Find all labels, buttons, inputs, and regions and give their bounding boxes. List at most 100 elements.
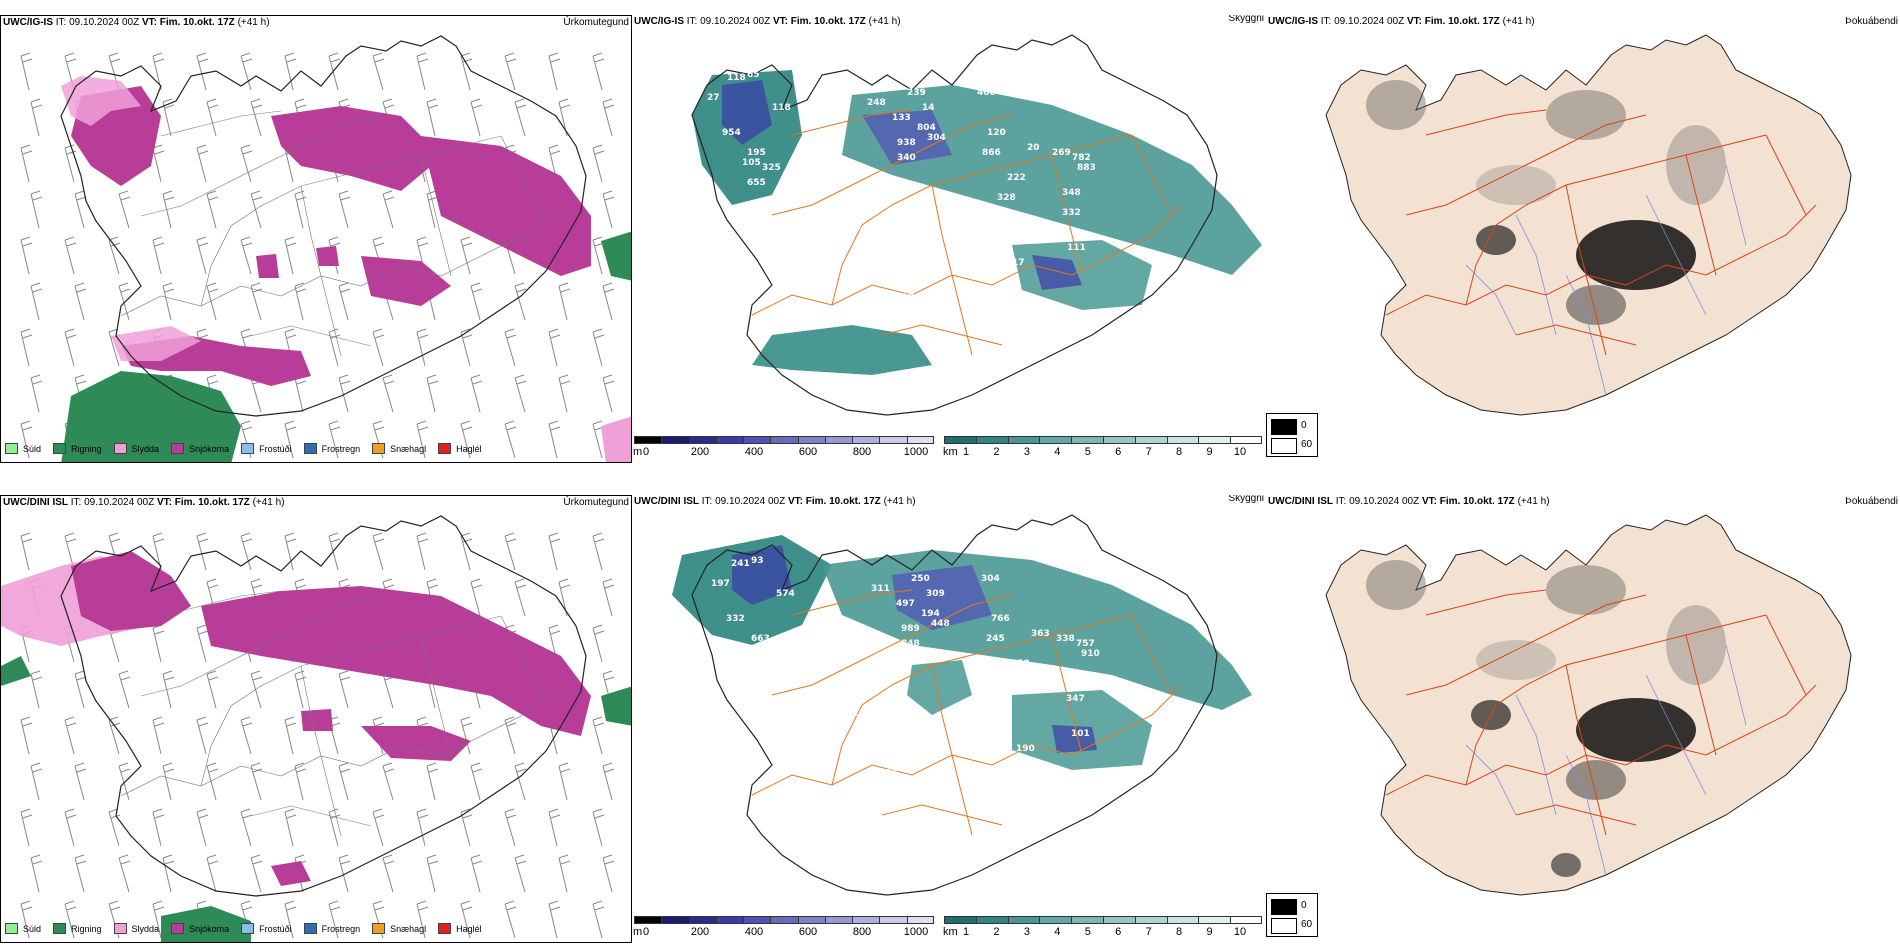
fog-patch	[1666, 605, 1726, 685]
road	[831, 134, 1133, 306]
road	[1685, 634, 1717, 756]
road	[881, 324, 1003, 346]
legend-label: Súld	[23, 443, 42, 454]
colorbar-cell	[688, 436, 716, 444]
it-value: 09.10.2024 00Z	[1349, 496, 1420, 507]
wind-barb	[470, 98, 483, 137]
river	[1515, 214, 1557, 336]
fog-patch	[1566, 285, 1626, 325]
cloud-base-value: 655	[747, 178, 766, 188]
colorbar-tick-label: 3	[1023, 926, 1030, 938]
legend-item: Snæhagl	[372, 923, 426, 934]
wind-barb	[152, 624, 165, 663]
snow-area	[361, 256, 451, 306]
snow-area	[316, 246, 339, 266]
wind-barb	[504, 716, 517, 755]
wind-barb	[338, 762, 351, 801]
cloud-base-value: 27	[707, 93, 720, 103]
wind-barb	[162, 670, 175, 709]
vt-value: Fim. 10.okt. 17Z	[174, 497, 250, 508]
road	[751, 684, 1183, 796]
wind-barb	[426, 854, 439, 893]
wind-barb	[74, 854, 87, 893]
wind-barb	[602, 190, 615, 229]
cloud-base-value: 194	[921, 609, 940, 619]
precip-map-top-svg	[20, 35, 631, 462]
visibility-unit: km	[943, 446, 958, 458]
wind-barb	[328, 808, 341, 847]
cloud-base-value: 848	[901, 639, 920, 649]
legend-label: Súld	[23, 923, 42, 934]
cloud-base-area	[1032, 255, 1082, 290]
wind-barb	[152, 532, 165, 571]
road	[420, 635, 452, 757]
wind-barb	[328, 52, 341, 91]
road	[1405, 594, 1647, 696]
wind-barb	[372, 808, 385, 847]
colorbar-cell	[1166, 916, 1199, 924]
wind-barb	[250, 98, 263, 137]
fog-patch	[1476, 165, 1556, 205]
legend-label: Rigning	[71, 443, 102, 454]
legend-swatch	[241, 443, 255, 454]
road	[250, 805, 372, 827]
cloud-base-value: 73	[966, 709, 979, 719]
cloud-base-value: 133	[892, 113, 911, 123]
visibility-unit: km	[943, 926, 958, 938]
cloud-base-value: 470	[751, 664, 770, 674]
cloud-base-unit: m	[633, 926, 643, 938]
wind-barb	[504, 52, 517, 91]
cloud-base-value: 14	[922, 103, 935, 113]
wind-barb	[30, 854, 43, 893]
colorbar-cell	[1134, 436, 1167, 444]
colorbar-tick-label: 8	[1176, 926, 1183, 938]
lead-time: (+41 h)	[868, 16, 901, 27]
cloud-base-value: 250	[911, 574, 930, 584]
vt-value: Fim. 10.okt. 17Z	[159, 17, 235, 28]
wind-barb	[196, 532, 209, 571]
wind-barb	[426, 374, 439, 413]
road	[420, 155, 452, 277]
wind-barb	[460, 900, 473, 939]
wind-barb	[284, 532, 297, 571]
wind-barb	[30, 190, 43, 229]
road	[931, 664, 973, 836]
colorbar-cell	[688, 916, 716, 924]
wind-barb	[240, 144, 253, 183]
cloud-base-value: 197	[711, 579, 730, 589]
wind-barb	[284, 420, 297, 459]
cloud-vis-map-bottom: 241 93 197 574 332 663 437 452 470 311 497 250 309 19…	[632, 495, 1266, 943]
precip-legend: Súld Rigning Slydda Snjókoma Frostúði Fr…	[5, 923, 482, 934]
lead-time: (+41 h)	[883, 496, 916, 507]
fog-label-0: 0	[1301, 420, 1307, 431]
panel-title-right: Þokuábendi	[1845, 496, 1898, 507]
iceland-outline	[60, 35, 587, 417]
wind-barb	[284, 900, 297, 939]
cloud-base-value: 65	[747, 70, 760, 80]
wind-barb	[460, 716, 473, 755]
wind-barb	[416, 808, 429, 847]
cloud-base-value: 363	[1031, 629, 1050, 639]
legend-swatch	[53, 443, 67, 454]
wind-barb	[20, 328, 33, 367]
cloud-base-area	[732, 545, 792, 605]
legend-swatch	[5, 443, 18, 454]
snow-area	[361, 726, 471, 761]
vt-label: VT:	[156, 497, 172, 508]
precip-type-map-top: UWC/IG-IS IT: 09.10.2024 00Z VT: Fim. 10…	[0, 15, 632, 463]
legend-swatch	[171, 443, 185, 454]
wind-barb	[20, 236, 33, 275]
legend-swatch	[113, 443, 127, 454]
wind-barb	[162, 282, 175, 321]
wind-barb	[162, 854, 175, 893]
fog-map-top: UWC/IG-IS IT: 09.10.2024 00Z VT: Fim. 10…	[1266, 15, 1900, 463]
wind-barb	[240, 716, 253, 755]
legend-label: Snjókoma	[189, 443, 230, 454]
wind-barb	[74, 670, 87, 709]
cloud-base-value: 241	[731, 559, 750, 569]
panel-header: UWC/IG-IS IT: 09.10.2024 00Z VT: Fim. 10…	[634, 15, 901, 28]
panel-title-right: Úrkomutegund	[563, 17, 629, 28]
road-lines	[751, 109, 1183, 356]
wind-barb	[504, 532, 517, 571]
visibility-areas	[672, 535, 1252, 770]
